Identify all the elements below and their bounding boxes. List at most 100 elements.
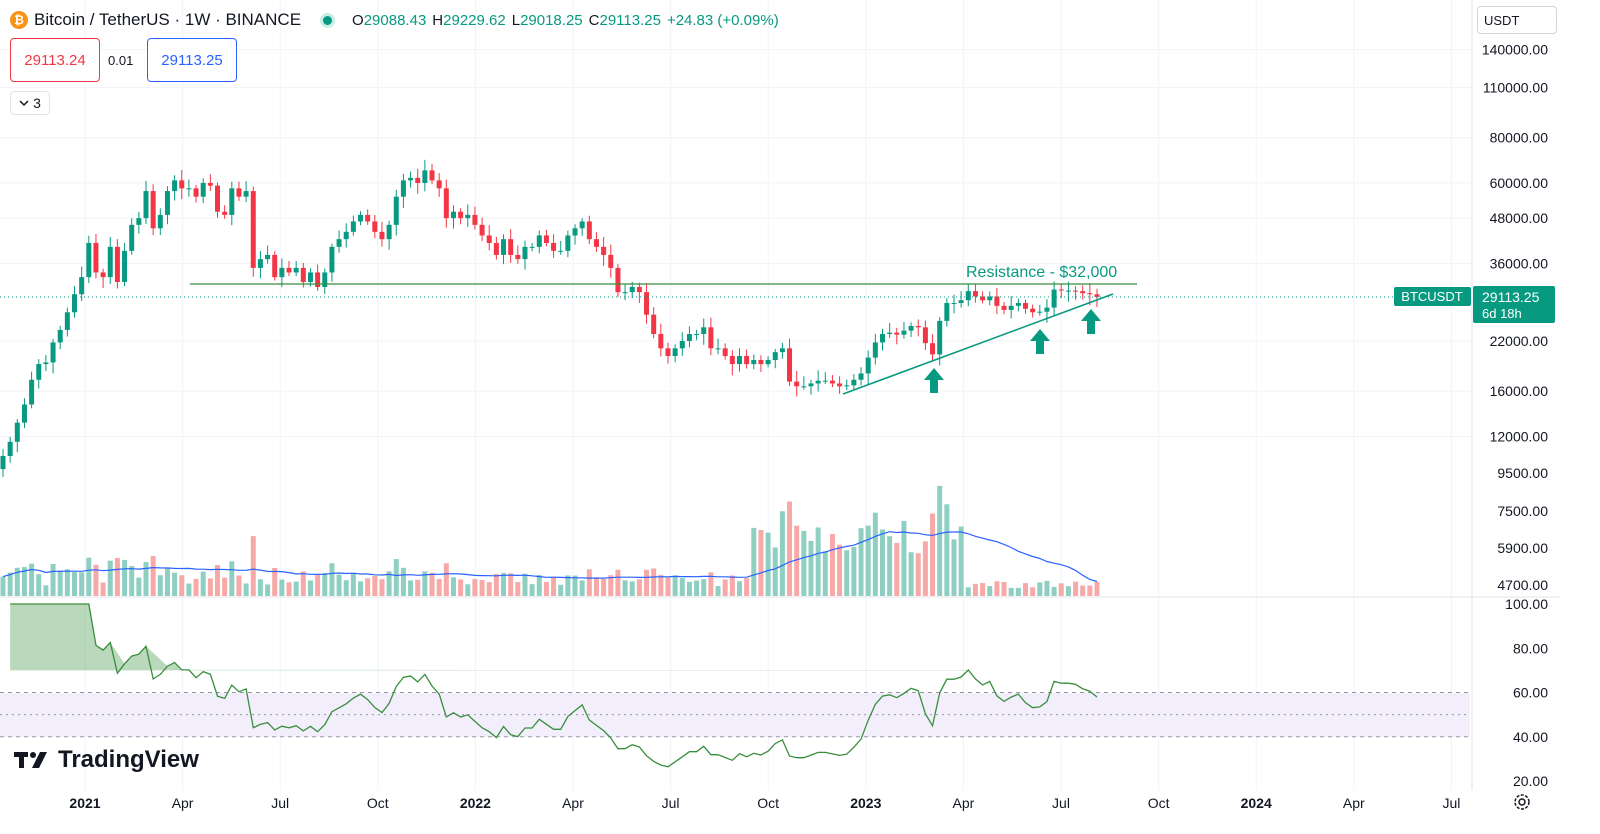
- candle[interactable]: [493, 236, 499, 260]
- candle[interactable]: [879, 328, 885, 351]
- candle[interactable]: [465, 204, 471, 227]
- candle[interactable]: [36, 359, 42, 389]
- candle[interactable]: [272, 251, 278, 281]
- candle[interactable]: [815, 370, 821, 392]
- candle[interactable]: [107, 237, 113, 285]
- candle[interactable]: [765, 356, 771, 368]
- candle[interactable]: [257, 250, 263, 279]
- candle[interactable]: [758, 355, 764, 373]
- candle[interactable]: [944, 298, 950, 327]
- candle[interactable]: [865, 350, 871, 384]
- candle[interactable]: [450, 205, 456, 229]
- candle[interactable]: [593, 232, 599, 252]
- candle[interactable]: [379, 221, 385, 247]
- candle[interactable]: [736, 348, 742, 372]
- candle[interactable]: [822, 372, 828, 384]
- candle[interactable]: [429, 163, 435, 185]
- candle[interactable]: [994, 287, 1000, 315]
- candle[interactable]: [100, 268, 106, 288]
- candle[interactable]: [636, 282, 642, 303]
- candle[interactable]: [951, 294, 957, 314]
- candle[interactable]: [136, 211, 142, 234]
- candle[interactable]: [930, 334, 936, 362]
- candle[interactable]: [472, 206, 478, 230]
- candle[interactable]: [400, 173, 406, 208]
- candle[interactable]: [1087, 283, 1093, 306]
- candle[interactable]: [794, 370, 800, 397]
- candle[interactable]: [150, 184, 156, 236]
- candle[interactable]: [358, 211, 364, 226]
- candle[interactable]: [286, 260, 292, 277]
- candle[interactable]: [787, 338, 793, 387]
- candle[interactable]: [393, 189, 399, 236]
- candle[interactable]: [64, 307, 70, 337]
- candle[interactable]: [386, 220, 392, 250]
- candle[interactable]: [179, 169, 185, 200]
- candle[interactable]: [1037, 304, 1043, 316]
- candle[interactable]: [751, 354, 757, 370]
- candle[interactable]: [837, 376, 843, 394]
- candle[interactable]: [515, 245, 521, 264]
- candle[interactable]: [443, 179, 449, 228]
- candle[interactable]: [686, 326, 692, 348]
- candle[interactable]: [86, 235, 92, 284]
- candle[interactable]: [157, 208, 163, 236]
- candle[interactable]: [915, 319, 921, 337]
- candle[interactable]: [565, 230, 571, 258]
- candle[interactable]: [7, 436, 13, 463]
- candle[interactable]: [222, 205, 228, 219]
- candle[interactable]: [972, 284, 978, 303]
- candle[interactable]: [229, 181, 235, 226]
- candle[interactable]: [365, 209, 371, 225]
- candle[interactable]: [143, 180, 149, 224]
- candle[interactable]: [129, 218, 135, 255]
- candle[interactable]: [322, 268, 328, 295]
- candle[interactable]: [808, 379, 814, 395]
- candle[interactable]: [1008, 296, 1014, 319]
- candle[interactable]: [200, 178, 206, 204]
- candle[interactable]: [1015, 298, 1021, 312]
- gear-icon[interactable]: [1511, 791, 1533, 813]
- candle[interactable]: [965, 283, 971, 307]
- support-trendline[interactable]: [842, 293, 1114, 395]
- candle[interactable]: [851, 374, 857, 390]
- candle[interactable]: [14, 418, 20, 453]
- candle[interactable]: [522, 240, 528, 270]
- candle[interactable]: [422, 159, 428, 192]
- currency-selector[interactable]: USDT: [1477, 6, 1557, 34]
- candle[interactable]: [0, 449, 6, 477]
- buy-button[interactable]: 29113.25: [147, 38, 237, 82]
- candle[interactable]: [651, 307, 657, 339]
- candle[interactable]: [343, 223, 349, 248]
- candle[interactable]: [1073, 286, 1079, 300]
- candle[interactable]: [844, 379, 850, 391]
- sell-button[interactable]: 29113.24: [10, 38, 100, 82]
- candle[interactable]: [315, 264, 321, 291]
- candle[interactable]: [43, 355, 49, 372]
- candle[interactable]: [458, 208, 464, 225]
- candle[interactable]: [1094, 288, 1100, 307]
- candle[interactable]: [21, 398, 27, 429]
- candle[interactable]: [236, 181, 242, 201]
- price-axis[interactable]: 140000.00 110000.00 80000.00 60000.00 48000.…: [1482, 42, 1548, 789]
- candle[interactable]: [644, 283, 650, 324]
- candle[interactable]: [93, 233, 99, 279]
- symbol-title[interactable]: Bitcoin / TetherUS · 1W · BINANCE: [34, 10, 302, 29]
- candle[interactable]: [572, 224, 578, 245]
- candle[interactable]: [772, 348, 778, 369]
- candle[interactable]: [72, 286, 78, 318]
- candle[interactable]: [901, 321, 907, 339]
- candle[interactable]: [858, 367, 864, 386]
- candle[interactable]: [1022, 299, 1028, 314]
- candle[interactable]: [894, 327, 900, 345]
- candle[interactable]: [1001, 302, 1007, 315]
- last-price-tag[interactable]: BTCUSDT 29113.25 6d 18h: [1394, 286, 1555, 323]
- candle[interactable]: [908, 322, 914, 338]
- candle[interactable]: [265, 245, 271, 264]
- candle[interactable]: [508, 229, 514, 264]
- candle[interactable]: [529, 243, 535, 252]
- candle[interactable]: [887, 322, 893, 339]
- candle[interactable]: [579, 218, 585, 236]
- candle[interactable]: [708, 317, 714, 356]
